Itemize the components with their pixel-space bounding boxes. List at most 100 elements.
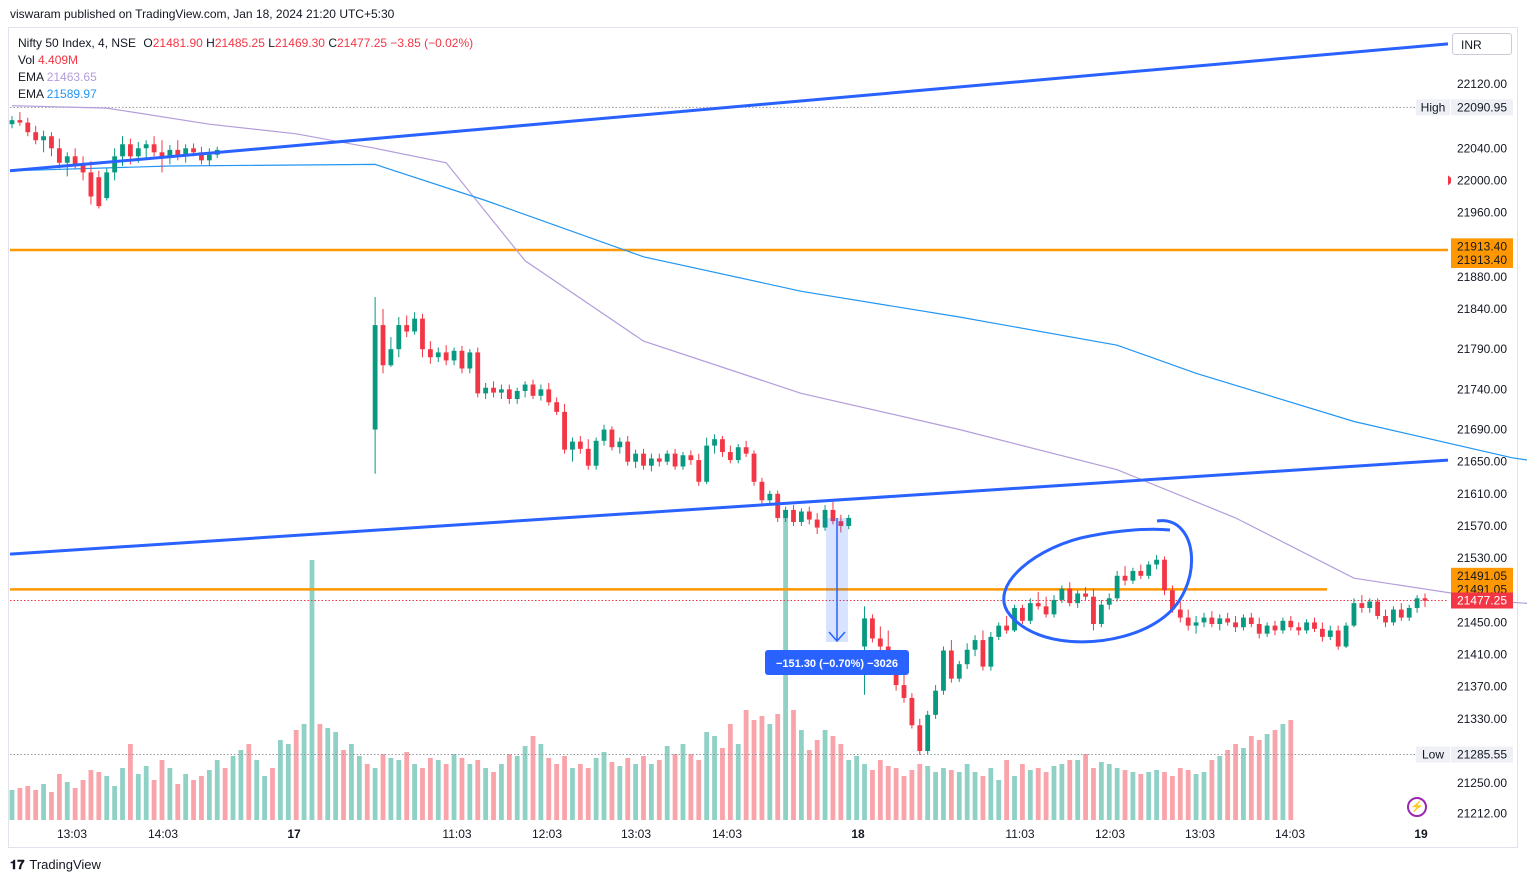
upper-trend-line [9,42,1449,173]
currency-button[interactable]: INR [1452,33,1512,55]
candle-body [775,493,781,518]
candle-body [625,441,631,462]
y-tick-label: 21740.00 [1457,382,1507,396]
candle-body [1280,620,1286,631]
volume-bar [1012,776,1017,820]
price-badge-bg [1451,251,1513,268]
volume-bar [167,768,173,820]
volume-bar [151,780,157,820]
volume-bar [254,760,260,820]
candle-body [420,318,425,350]
candle-body [1225,618,1231,623]
volume-layer [9,510,1294,820]
y-tick-label: 21212.00 [1457,807,1507,821]
candle-body [112,156,118,173]
candle-body [830,509,836,522]
candle-body [909,697,915,726]
legend-ema-slow-row[interactable]: EMA 21589.97 [18,86,473,103]
volume-bar [199,776,204,820]
volume-bar [1288,720,1294,820]
volume-bar [49,792,54,820]
volume-bar [206,770,212,820]
candle-body [427,349,433,358]
candle-body [593,440,599,466]
volume-bar [246,744,252,820]
candle-body [1296,627,1302,631]
y-tick-label: 21450.00 [1457,615,1507,629]
volume-bar [798,730,804,820]
volume-bar [483,768,489,820]
candle-body [554,402,560,412]
candle-body [948,650,954,679]
candle-body [862,618,867,647]
volume-bar [262,776,268,820]
measure-arrow-head [828,631,846,643]
volume-bar [120,768,125,820]
volume-bar [467,764,473,820]
chart-legend: Nifty 50 Index, 4, NSE O21481.90 H21485.… [18,35,473,103]
volume-bar [1027,770,1033,820]
footer-brand[interactable]: 𝟏𝟕 TradingView [10,857,101,873]
candle-body [372,325,378,430]
candle-body [9,120,15,125]
volume-bar [238,750,244,820]
volume-bar [364,764,370,820]
price-badge-bg [1451,567,1513,584]
legend-symbol[interactable]: Nifty 50 Index, 4, NSE [18,36,137,50]
y-tick-label: 21530.00 [1457,551,1507,565]
volume-bar [1091,768,1096,820]
volume-bar [506,754,512,820]
y-tick-label: 21370.00 [1457,680,1507,694]
price-badge-value: 22000.00 [1457,173,1507,187]
volume-bar [1138,774,1144,820]
candle-body [1375,601,1381,616]
legend-ema-fast-row[interactable]: EMA 21463.65 [18,69,473,86]
candle-body [1177,609,1183,618]
candle-body [72,156,78,165]
legend-volume-row[interactable]: Vol 4.409M [18,52,473,69]
volume-bar [104,776,110,820]
candle-body [1304,622,1309,631]
chart-frame [8,27,1518,848]
volume-bar [128,744,133,820]
volume-bar [806,750,812,820]
volume-bar [1051,766,1057,820]
volume-bar [925,766,931,820]
volume-bar [1162,772,1167,820]
volume-bar [901,776,907,820]
candle-body [1067,588,1073,604]
volume-bar [1020,764,1025,820]
candle-body [41,136,46,141]
candle-body [96,177,102,207]
candle-body [846,517,852,526]
legend-ohlc-row: Nifty 50 Index, 4, NSE O21481.90 H21485.… [18,35,473,52]
volume-bar [191,780,196,820]
candle-body [167,149,173,157]
x-tick-label: 17 [287,827,301,841]
candle-body [191,148,196,153]
candle-body [720,439,725,453]
candle-body [1312,622,1317,629]
price-badge-value: 21477.25 [1457,594,1507,608]
candle-body [396,325,402,350]
candle-body [175,149,181,157]
volume-bar [475,760,481,820]
candle-body [664,453,670,462]
candle-body [467,352,473,369]
candle-body [1020,607,1025,621]
volume-bar [712,736,717,820]
volume-bar [727,724,733,820]
lightning-icon[interactable]: ⚡ [1407,797,1427,817]
volume-bar [183,774,189,820]
volume-bar [656,760,662,820]
volume-bar [767,724,773,820]
legend-low: 21469.30 [274,36,325,50]
candle-body [499,389,504,393]
price-badge-bg [1451,99,1513,116]
candle-body [1185,617,1191,626]
volume-bar [1241,748,1246,820]
volume-bar [664,746,670,820]
candle-body [1264,625,1270,634]
legend-low-label: L [268,36,275,50]
